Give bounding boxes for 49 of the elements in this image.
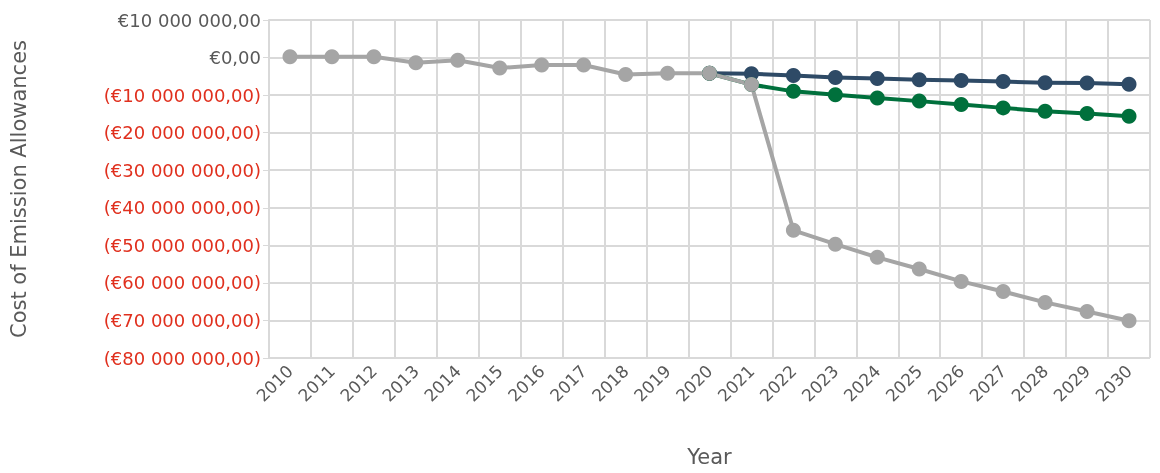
point [785, 68, 801, 84]
point [995, 74, 1011, 90]
y-axis-title: Cost of Emission Allowances [6, 39, 31, 339]
point [953, 72, 969, 88]
point [1121, 108, 1137, 124]
point [660, 65, 676, 81]
point [618, 66, 634, 82]
y-tick-label: (€50 000 000,00) [103, 234, 261, 256]
y-tick-label: €10 000 000,00 [117, 9, 261, 31]
point [492, 60, 508, 76]
point [785, 222, 801, 238]
y-tick-label: (€80 000 000,00) [103, 347, 261, 369]
point [827, 69, 843, 85]
point [869, 71, 885, 87]
point [1121, 76, 1137, 92]
point [869, 90, 885, 106]
point [827, 236, 843, 252]
point [1037, 75, 1053, 91]
point [282, 49, 298, 65]
y-tick-label: €0,00 [209, 47, 261, 69]
point [576, 57, 592, 73]
point [1079, 106, 1095, 122]
point [953, 273, 969, 289]
point [827, 87, 843, 103]
point [366, 49, 382, 65]
point [869, 249, 885, 265]
point [1079, 303, 1095, 319]
point [534, 57, 550, 73]
point [995, 284, 1011, 300]
point [911, 72, 927, 88]
y-tick-label: (€20 000 000,00) [103, 122, 261, 144]
point [1121, 313, 1137, 329]
y-tick-label: (€10 000 000,00) [103, 84, 261, 106]
y-tick-label: (€60 000 000,00) [103, 272, 261, 294]
point [1037, 103, 1053, 119]
point [953, 97, 969, 112]
y-tick-label: (€30 000 000,00) [103, 159, 261, 181]
point [324, 49, 340, 65]
point [911, 93, 927, 109]
y-tick-label: (€40 000 000,00) [103, 197, 261, 219]
y-tick-label: (€70 000 000,00) [103, 309, 261, 331]
point [995, 100, 1011, 116]
point [408, 55, 424, 71]
point [911, 261, 927, 277]
point [785, 83, 801, 99]
x-axis-title: Year [686, 444, 733, 469]
point [450, 52, 466, 68]
point [1079, 75, 1095, 91]
point [1037, 294, 1053, 310]
